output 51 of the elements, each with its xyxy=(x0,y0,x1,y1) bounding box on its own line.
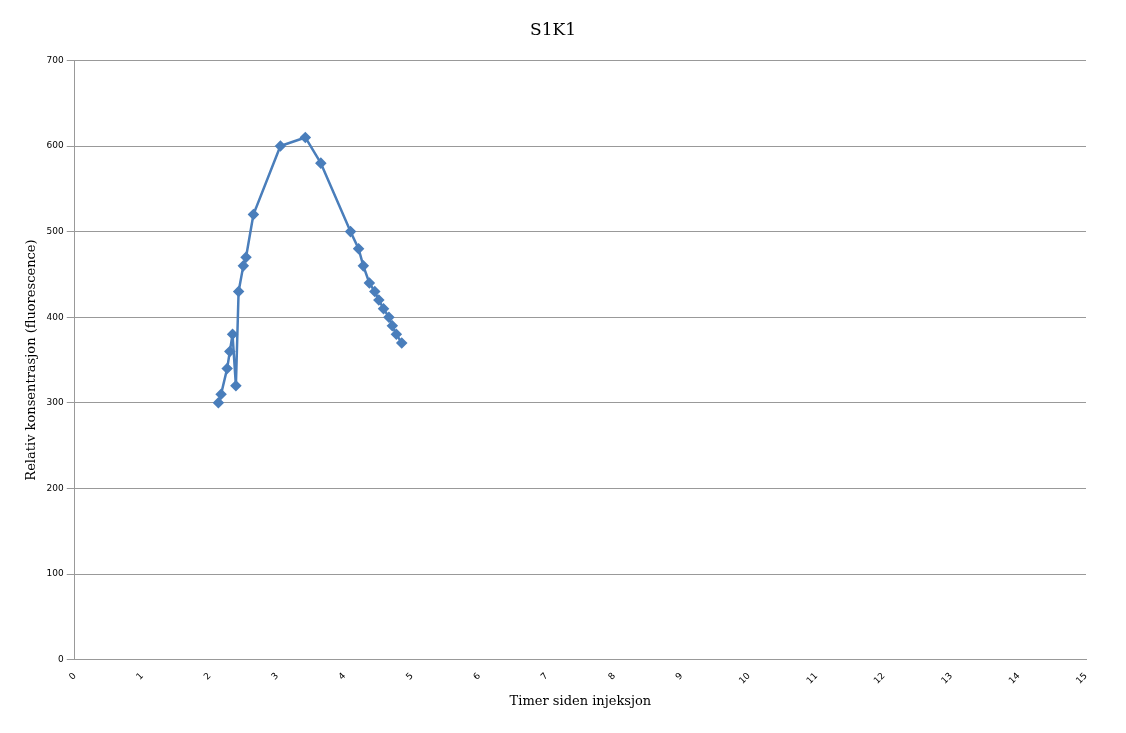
point xyxy=(369,286,381,297)
point xyxy=(387,320,398,332)
point xyxy=(233,286,244,297)
point xyxy=(221,363,233,374)
x-tick-label: 9 xyxy=(673,670,685,682)
point xyxy=(224,346,236,357)
y-axis-title: Relativ konsentrasjon (fluorescence) xyxy=(23,239,39,481)
point xyxy=(373,294,385,306)
point xyxy=(215,389,227,400)
point xyxy=(238,260,249,272)
y-tick-label: 300 xyxy=(46,397,65,408)
x-tick-label: 8 xyxy=(606,670,618,682)
point xyxy=(248,209,259,220)
point xyxy=(213,397,224,409)
point xyxy=(383,311,395,323)
y-tick-label: 500 xyxy=(46,225,65,236)
point xyxy=(300,132,311,143)
point xyxy=(315,157,327,169)
point xyxy=(378,303,389,314)
point xyxy=(275,140,286,152)
point xyxy=(345,226,356,237)
y-tick-label: 700 xyxy=(46,54,65,65)
y-tick-label: 100 xyxy=(46,568,65,579)
point xyxy=(240,252,252,263)
x-axis-title: Timer siden injeksjon xyxy=(509,692,652,708)
x-tick-label: 3 xyxy=(268,670,281,682)
x-tick-label: 10 xyxy=(736,670,753,686)
x-tick-label: 7 xyxy=(538,670,550,682)
x-tick-label: 2 xyxy=(201,670,213,682)
point xyxy=(353,243,364,254)
point xyxy=(364,277,375,289)
x-tick-label: 5 xyxy=(403,670,415,682)
x-tick-label: 11 xyxy=(804,670,820,686)
x-tick-label: 6 xyxy=(471,670,483,682)
point xyxy=(358,260,369,272)
x-tick-label: 12 xyxy=(871,670,887,686)
y-tick-label: 600 xyxy=(46,140,65,151)
y-tick-label: 200 xyxy=(46,482,65,493)
x-tick-label: 13 xyxy=(939,670,955,686)
point xyxy=(391,329,402,340)
y-tick-label: 400 xyxy=(46,311,65,322)
x-tick-label: 15 xyxy=(1073,670,1090,686)
x-tick-label: 14 xyxy=(1006,670,1022,686)
x-tick-label: 4 xyxy=(336,670,348,682)
x-tick-label: 1 xyxy=(134,670,146,682)
point xyxy=(227,329,238,340)
chart-title: S1K1 xyxy=(530,18,576,39)
point xyxy=(230,380,242,391)
y-tick-label: 0 xyxy=(58,654,65,665)
x-tick-label: 0 xyxy=(66,670,79,682)
point xyxy=(396,337,407,349)
